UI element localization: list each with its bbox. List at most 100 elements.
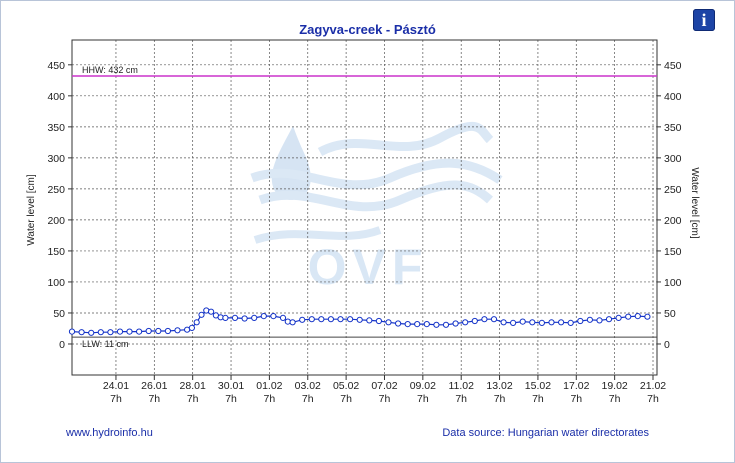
x-tick-label-day: 30.01 — [218, 380, 244, 392]
data-point — [558, 319, 565, 326]
y-tick-label-right: 0 — [664, 339, 670, 351]
data-point — [433, 321, 440, 328]
data-point — [462, 319, 469, 326]
data-point — [231, 314, 239, 321]
data-point — [78, 329, 85, 336]
x-tick-label-hour: 7h — [570, 393, 582, 405]
data-point — [116, 328, 124, 335]
data-point — [198, 311, 205, 318]
series-water-level — [68, 307, 651, 336]
y-tick-label-left: 400 — [47, 91, 65, 103]
y-tick-label-left: 300 — [47, 153, 65, 165]
y-tick-label-right: 300 — [664, 153, 682, 165]
y-tick-label-left: 250 — [47, 184, 65, 196]
data-point — [107, 329, 114, 336]
data-point — [500, 319, 507, 326]
data-point — [538, 319, 546, 326]
ovf-watermark-logo: OVF — [250, 121, 503, 295]
data-point — [145, 327, 152, 335]
data-point — [423, 321, 430, 328]
x-tick-label-day: 21.02 — [640, 380, 666, 392]
data-point — [356, 316, 363, 323]
data-point — [366, 317, 373, 324]
data-point — [442, 321, 450, 328]
data-point — [289, 319, 296, 326]
x-tick-label-hour: 7h — [148, 393, 160, 405]
x-tick-label-day: 26.01 — [141, 380, 167, 392]
x-tick-label-day: 17.02 — [563, 380, 589, 392]
y-tick-label-left: 450 — [47, 60, 65, 72]
data-point — [548, 319, 555, 326]
data-point — [260, 313, 267, 320]
data-source-note: Data source: Hungarian water directorate… — [442, 427, 649, 439]
data-point — [481, 316, 488, 323]
y-axis-right: 0 50 100 150 200 250 300 350 400 450 — [657, 60, 682, 351]
data-point — [318, 316, 325, 323]
x-tick-label-day: 19.02 — [602, 380, 628, 392]
data-point — [385, 319, 392, 326]
watermark-text: OVF — [308, 239, 429, 295]
data-point — [615, 314, 622, 321]
data-point — [404, 321, 411, 328]
y-tick-label-right: 150 — [664, 246, 682, 258]
data-point — [529, 319, 536, 326]
y-tick-label-left: 0 — [59, 339, 65, 351]
y-axis-label-left: Water level [cm] — [26, 174, 37, 246]
data-point — [164, 327, 171, 335]
data-point — [308, 316, 315, 323]
x-tick-label-hour: 7h — [647, 393, 659, 405]
y-tick-label-left: 150 — [47, 246, 65, 258]
data-point — [68, 328, 76, 335]
data-point — [395, 320, 402, 327]
data-point — [634, 313, 641, 320]
x-tick-label-day: 01.02 — [256, 380, 282, 392]
data-point — [596, 317, 603, 324]
x-tick-label-day: 15.02 — [525, 380, 551, 392]
x-tick-label-day: 11.02 — [448, 380, 474, 392]
data-point — [452, 320, 459, 327]
x-tick-label-day: 13.02 — [486, 380, 512, 392]
x-tick-label-day: 09.02 — [410, 380, 436, 392]
x-axis: 24.017h26.017h28.017h30.017h01.027h03.02… — [103, 375, 666, 405]
data-point — [519, 318, 526, 325]
x-tick-label-hour: 7h — [379, 393, 391, 405]
x-tick-label-day: 03.02 — [295, 380, 321, 392]
x-tick-label-hour: 7h — [532, 393, 544, 405]
website-link[interactable]: www.hydroinfo.hu — [66, 427, 153, 439]
x-tick-label-day: 28.01 — [180, 380, 206, 392]
data-point — [605, 316, 613, 323]
data-point — [644, 313, 651, 320]
data-point — [347, 316, 354, 323]
data-point — [193, 319, 200, 326]
reference-label-llw: LLW: 11 cm — [82, 339, 129, 349]
data-point — [188, 324, 195, 331]
data-point — [327, 316, 334, 323]
x-tick-label-hour: 7h — [417, 393, 429, 405]
x-tick-label-hour: 7h — [302, 393, 314, 405]
data-point — [222, 314, 229, 321]
chart-title: Zagyva-creek - Pásztó — [299, 22, 436, 37]
x-tick-label-hour: 7h — [609, 393, 621, 405]
data-point — [88, 329, 95, 336]
x-tick-label-day: 24.01 — [103, 380, 129, 392]
data-point — [208, 308, 215, 315]
grid-lines — [72, 40, 657, 375]
data-point — [299, 316, 306, 323]
data-point — [174, 327, 181, 334]
x-tick-label-day: 07.02 — [371, 380, 397, 392]
data-point — [625, 313, 632, 320]
x-tick-label-hour: 7h — [455, 393, 467, 405]
y-tick-label-right: 50 — [664, 308, 676, 320]
y-tick-label-left: 50 — [53, 308, 65, 320]
x-tick-label-day: 05.02 — [333, 380, 359, 392]
reference-lines: HHW: 432 cm LLW: 11 cm — [72, 65, 657, 349]
x-tick-label-hour: 7h — [187, 393, 199, 405]
plot-border — [71, 39, 658, 376]
y-axis-left: 0 50 100 150 200 250 300 350 400 450 — [47, 60, 72, 351]
data-point — [155, 327, 162, 335]
x-tick-label-hour: 7h — [264, 393, 276, 405]
info-icon[interactable]: i — [693, 9, 715, 31]
y-tick-label-left: 350 — [47, 122, 65, 134]
data-point — [471, 317, 478, 325]
